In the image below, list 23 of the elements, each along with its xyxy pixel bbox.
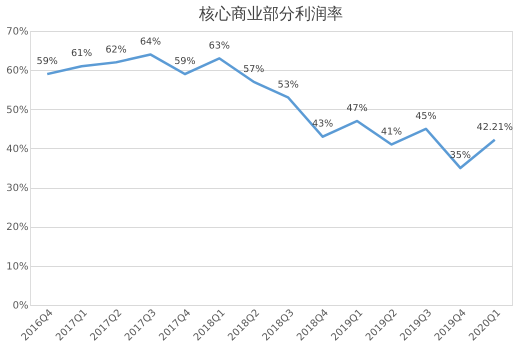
y-tick-label: 50% [6,104,28,116]
data-label: 42.21% [476,122,513,133]
data-label: 59% [174,56,196,68]
y-tick-label: 0% [12,300,28,312]
data-label: 45% [415,110,436,122]
data-label: 43% [312,118,334,130]
y-tick-label: 60% [6,66,28,77]
data-label: 61% [71,48,92,60]
data-label: 63% [208,40,230,52]
data-label: 53% [278,80,299,91]
chart-title: 核心商业部分利润率 [198,4,343,23]
data-label: 57% [243,64,264,75]
y-tick-label: 20% [6,222,28,234]
data-label: 62% [106,44,127,56]
data-label: 41% [380,126,402,138]
y-tick-label: 10% [6,261,28,272]
data-label: 59% [36,56,58,68]
y-tick-label: 30% [6,183,28,194]
data-label: 64% [140,36,162,48]
data-label: 47% [346,103,368,114]
y-tick-label: 40% [6,144,28,155]
y-tick-label: 70% [6,26,28,38]
data-label: 35% [450,150,471,161]
